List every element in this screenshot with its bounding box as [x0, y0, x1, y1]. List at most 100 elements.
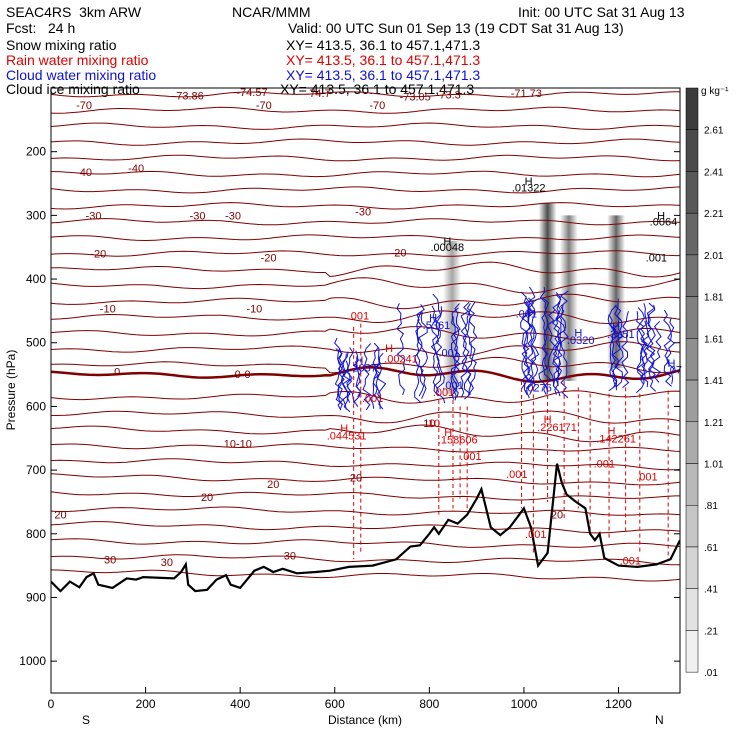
temperature-contour-line — [51, 154, 680, 162]
cloud-water-contour — [461, 301, 472, 400]
rain-label: .142261 — [596, 433, 636, 445]
colorbar-swatch — [685, 87, 699, 130]
temperature-label: 20 — [201, 492, 213, 504]
temperature-contour-line — [51, 202, 680, 210]
x-tick-label: 400 — [230, 697, 250, 711]
cloud-water-contour — [460, 310, 470, 398]
temperature-label: 0-0 — [235, 369, 251, 381]
cloud-water-contour — [414, 310, 423, 403]
temperature-label: -73.86 — [173, 91, 204, 103]
temperature-contour-line — [51, 250, 680, 257]
cloud-water-contour — [559, 290, 569, 399]
cloud-water-contour — [346, 347, 355, 404]
colorbar-label: 2.41 — [704, 167, 724, 178]
rain-label: .00241 — [384, 354, 418, 366]
colorbar-label: 1.81 — [704, 293, 724, 304]
init-time: Init: 00 UTC Sat 31 Aug 13 — [518, 4, 685, 20]
cloud-water-contour — [343, 360, 353, 413]
terrain-line — [51, 463, 680, 593]
cloud-water-contour — [372, 342, 381, 410]
temperature-contour-line — [51, 293, 680, 310]
temperature-label: 20 — [350, 473, 362, 485]
cloud-water-contour — [376, 352, 387, 410]
temperature-label: 20 — [267, 479, 279, 491]
terrain-profile — [51, 463, 680, 593]
cloud-water-contour — [647, 304, 656, 392]
temperature-contour-line — [51, 234, 680, 242]
rain-label: .001 — [362, 393, 383, 405]
y-tick-label: 600 — [26, 399, 46, 413]
contour-labels: -70 -70 -70 -73.86 -74.57 -74.7 -73.05 -73.3 -71… — [54, 87, 682, 569]
cloud-water-contour — [611, 298, 621, 391]
temperature-label: 30 — [161, 557, 173, 569]
cloud-water-label: .001 — [438, 347, 459, 359]
colorbar-label: 2.21 — [704, 209, 724, 220]
colorbar-swatch — [685, 546, 699, 589]
y-tick-label: 300 — [26, 208, 46, 222]
temperature-label: -71.73 — [511, 88, 542, 100]
cloud-water-contour — [396, 303, 406, 396]
rain-label: .001 — [506, 469, 527, 481]
cloud-water-label: .0276 — [524, 382, 552, 394]
field-name-cloud-water: Cloud water mixing ratio — [6, 67, 157, 83]
y-tick-label: 800 — [26, 527, 46, 541]
cloud-water-contour — [521, 297, 531, 395]
temperature-label: -30 — [355, 207, 371, 219]
temperature-label: 0 — [114, 366, 120, 378]
x-tick-label: 600 — [325, 697, 345, 711]
snow-label: H — [657, 210, 665, 222]
cloud-water-contour — [468, 301, 478, 394]
x-tick-label: 1200 — [605, 697, 632, 711]
temperature-label: -10 — [246, 303, 262, 315]
temperature-contour-line — [51, 326, 680, 341]
rain-label: .001 — [525, 529, 546, 541]
cloud-water-contour — [608, 304, 619, 387]
colorbar-label: 1.21 — [704, 418, 724, 429]
temperature-contour-line — [51, 554, 680, 566]
temperature-contour-line — [51, 366, 680, 383]
north-label: N — [655, 713, 664, 727]
y-tick-label: 1000 — [19, 654, 46, 668]
rain-label: H — [544, 414, 552, 426]
field-xy-cloud-ice: XY= 413.5, 36.1 to 457.1,471.3 — [280, 81, 475, 97]
rain-contours — [353, 323, 669, 560]
temperature-label: -74.57 — [236, 87, 267, 99]
rain-label: .001 — [620, 556, 641, 568]
rain-label: .001 — [594, 459, 615, 471]
snow-label: .0064 — [650, 217, 678, 229]
temperature-contour-line — [51, 491, 680, 501]
snow-label: .01322 — [512, 182, 546, 194]
colorbar-swatch — [685, 504, 699, 548]
cloud-water-contour — [666, 317, 676, 384]
temperature-label: -30 — [225, 210, 241, 222]
snow-label: H — [525, 176, 533, 188]
cloud-water-label: .3351 — [607, 329, 635, 341]
cloud-water-contour — [526, 286, 536, 390]
cloud-water-contour — [353, 350, 362, 407]
rain-label: .001 — [348, 310, 369, 322]
colorbar-swatch — [685, 588, 699, 631]
temperature-label: -70 — [76, 100, 92, 112]
cloud-water-contour — [432, 293, 442, 397]
temperature-label: -40 — [76, 167, 92, 179]
x-tick-label: 200 — [136, 697, 156, 711]
temperature-label: 20 — [54, 510, 66, 522]
colorbar-swatch — [685, 254, 699, 297]
cloud-water-label: H — [355, 355, 363, 367]
field-name-snow: Snow mixing ratio — [6, 37, 117, 53]
y-axis-label: Pressure (hPa) — [4, 350, 18, 431]
snow-label: .00048 — [430, 242, 464, 254]
temperature-contour-line — [51, 310, 680, 325]
cloud-water-contour — [607, 314, 617, 392]
snow-label: H — [443, 236, 451, 248]
colorbar-unit: g kg⁻¹ — [701, 86, 729, 97]
rain-label: H — [385, 343, 393, 355]
cloud-water-contour — [520, 291, 529, 390]
cloud-water-label: H — [429, 312, 437, 324]
cloud-water-label: .0320 — [567, 335, 595, 347]
y-tick-label: 900 — [26, 590, 46, 604]
temperature-label: 30 — [104, 554, 116, 566]
cloud-water-contour — [541, 297, 552, 395]
